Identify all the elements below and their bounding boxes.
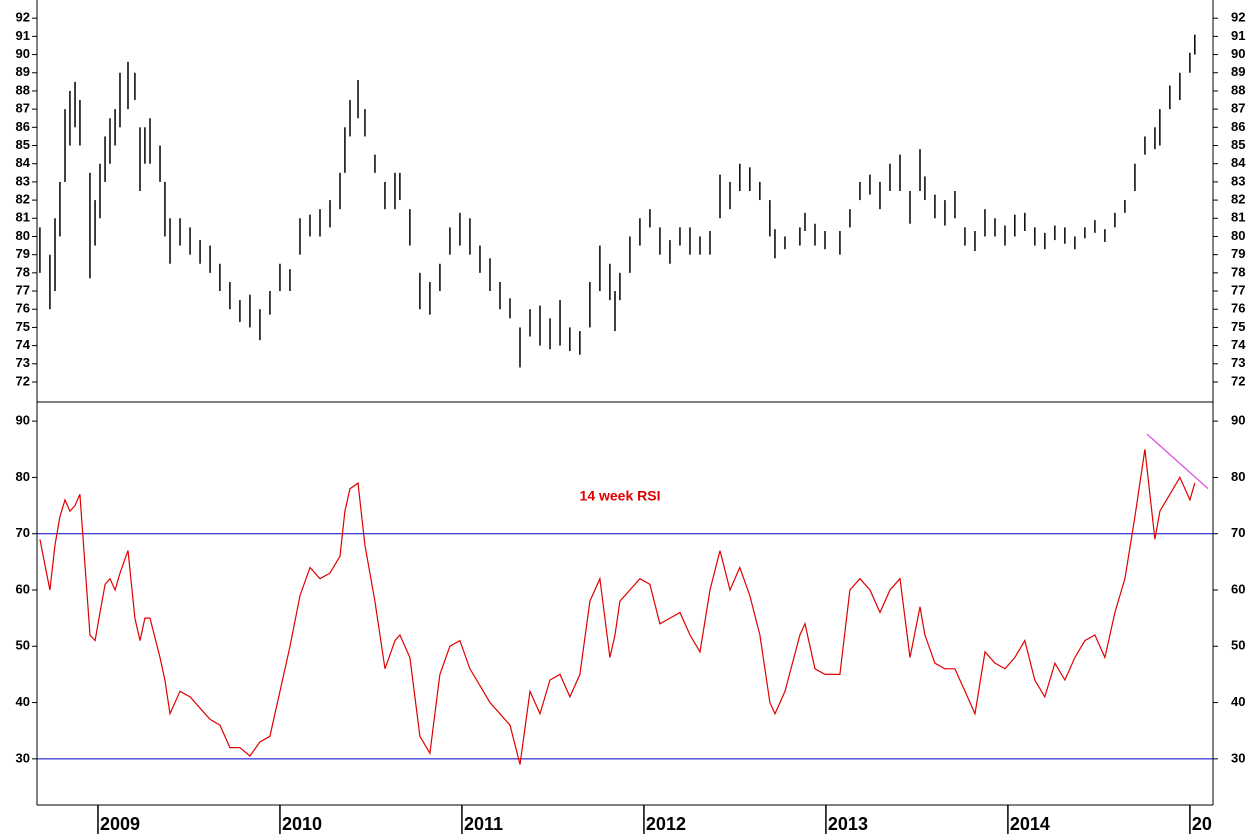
y-tick-label-right: 78 xyxy=(1231,264,1245,279)
y-tick-label-right: 87 xyxy=(1231,101,1245,116)
y-tick-label-right: 30 xyxy=(1231,750,1245,765)
y-tick-label: 72 xyxy=(16,373,30,388)
y-tick-label-right: 82 xyxy=(1231,192,1245,207)
y-tick-label: 82 xyxy=(16,192,30,207)
trend-line xyxy=(1146,433,1209,490)
y-tick-label-right: 91 xyxy=(1231,28,1245,43)
y-tick-label: 90 xyxy=(16,46,30,61)
y-tick-label: 83 xyxy=(16,173,30,188)
y-tick-label: 70 xyxy=(16,525,30,540)
x-tick-label: 2013 xyxy=(828,814,868,834)
y-tick-label: 80 xyxy=(16,228,30,243)
y-tick-label: 89 xyxy=(16,64,30,79)
x-tick-label: 2011 xyxy=(464,814,503,834)
y-tick-label: 76 xyxy=(16,301,30,316)
x-tick-label: 2014 xyxy=(1010,814,1050,834)
y-tick-label-right: 75 xyxy=(1231,319,1245,334)
y-tick-label: 40 xyxy=(16,694,30,709)
y-tick-label-right: 80 xyxy=(1231,228,1245,243)
y-tick-label-right: 81 xyxy=(1231,210,1245,225)
y-tick-label: 75 xyxy=(16,319,30,334)
y-tick-label-right: 50 xyxy=(1231,638,1245,653)
y-tick-label-right: 74 xyxy=(1231,337,1246,352)
y-tick-label: 60 xyxy=(16,581,30,596)
y-tick-label: 78 xyxy=(16,264,30,279)
y-tick-label: 86 xyxy=(16,119,30,134)
y-tick-label-right: 76 xyxy=(1231,301,1245,316)
y-tick-label-right: 80 xyxy=(1231,469,1245,484)
y-tick-label-right: 73 xyxy=(1231,355,1245,370)
y-tick-label: 30 xyxy=(16,750,30,765)
x-tick-label: 2009 xyxy=(100,814,140,834)
y-tick-label: 84 xyxy=(16,155,31,170)
y-tick-label: 77 xyxy=(16,282,30,297)
x-tick-label: 2012 xyxy=(646,814,686,834)
y-tick-label: 92 xyxy=(16,10,30,25)
x-tick-label: 2010 xyxy=(282,814,322,834)
y-tick-label-right: 86 xyxy=(1231,119,1245,134)
y-tick-label: 85 xyxy=(16,137,30,152)
rsi-line xyxy=(39,449,1196,765)
y-tick-label: 74 xyxy=(16,337,31,352)
y-tick-label: 88 xyxy=(16,82,30,97)
y-tick-label: 87 xyxy=(16,101,30,116)
y-tick-label-right: 85 xyxy=(1231,137,1245,152)
y-tick-label-right: 88 xyxy=(1231,82,1245,97)
y-tick-label-right: 90 xyxy=(1231,413,1245,428)
y-tick-label: 90 xyxy=(16,413,30,428)
y-tick-label-right: 83 xyxy=(1231,173,1245,188)
y-tick-label-right: 72 xyxy=(1231,373,1245,388)
y-tick-label: 81 xyxy=(16,210,30,225)
y-tick-label-right: 90 xyxy=(1231,46,1245,61)
y-tick-label: 91 xyxy=(16,28,30,43)
annotation: 14 week RSI xyxy=(580,488,661,504)
y-tick-label-right: 84 xyxy=(1231,155,1246,170)
y-tick-label: 50 xyxy=(16,638,30,653)
y-tick-label-right: 92 xyxy=(1231,10,1245,25)
y-tick-label-right: 79 xyxy=(1231,246,1245,261)
x-tick-label: 20 xyxy=(1192,814,1212,834)
y-tick-label: 80 xyxy=(16,469,30,484)
y-tick-label-right: 60 xyxy=(1231,581,1245,596)
y-tick-label: 73 xyxy=(16,355,30,370)
y-tick-label: 79 xyxy=(16,246,30,261)
y-tick-label-right: 89 xyxy=(1231,64,1245,79)
y-tick-label-right: 77 xyxy=(1231,282,1245,297)
y-tick-label-right: 70 xyxy=(1231,525,1245,540)
y-tick-label-right: 40 xyxy=(1231,694,1245,709)
